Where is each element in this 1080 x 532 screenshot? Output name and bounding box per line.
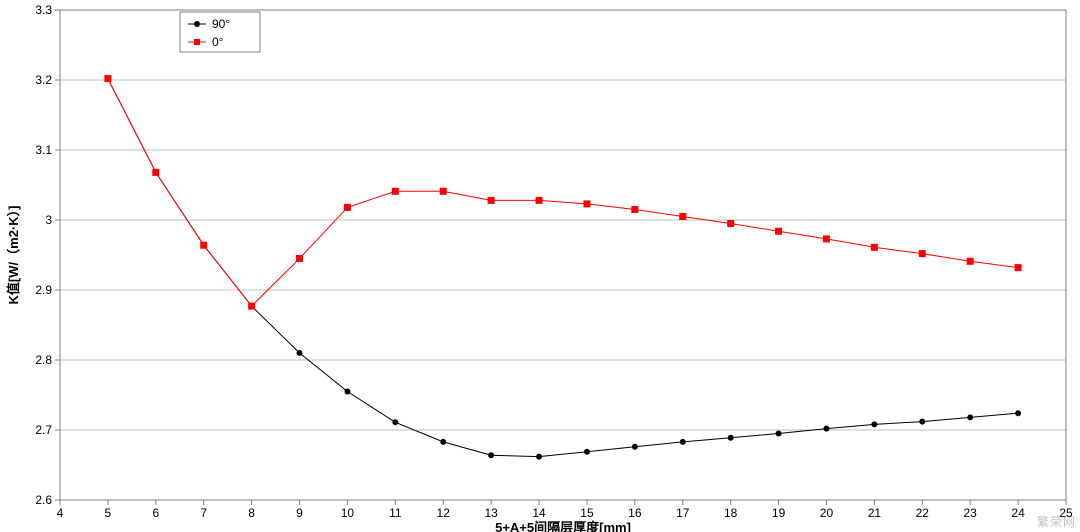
data-point [584, 201, 590, 207]
data-point [537, 454, 542, 459]
svg-text:17: 17 [676, 506, 690, 520]
svg-text:7: 7 [200, 506, 207, 520]
data-point [441, 439, 446, 444]
data-point [680, 214, 686, 220]
data-point [105, 76, 111, 82]
data-point [392, 188, 398, 194]
svg-text:3.3: 3.3 [35, 3, 52, 17]
data-point [632, 207, 638, 213]
svg-text:8: 8 [248, 506, 255, 520]
svg-text:20: 20 [820, 506, 834, 520]
data-point [968, 415, 973, 420]
svg-text:9: 9 [296, 506, 303, 520]
data-point [1016, 411, 1021, 416]
data-point [919, 251, 925, 257]
svg-text:4: 4 [57, 506, 64, 520]
svg-text:24: 24 [1011, 506, 1025, 520]
svg-text:6: 6 [152, 506, 159, 520]
svg-text:23: 23 [964, 506, 978, 520]
svg-text:3: 3 [45, 213, 52, 227]
svg-text:3.2: 3.2 [35, 73, 52, 87]
svg-text:18: 18 [724, 506, 738, 520]
data-point [489, 453, 494, 458]
svg-text:2.9: 2.9 [35, 283, 52, 297]
data-point [584, 449, 589, 454]
data-point [488, 197, 494, 203]
svg-text:13: 13 [484, 506, 498, 520]
data-point [728, 221, 734, 227]
svg-text:21: 21 [868, 506, 882, 520]
svg-text:11: 11 [389, 506, 402, 520]
legend-label: 90° [212, 17, 230, 31]
svg-text:16: 16 [628, 506, 642, 520]
svg-text:10: 10 [341, 506, 355, 520]
data-point [920, 419, 925, 424]
data-point [249, 303, 255, 309]
data-point [153, 169, 159, 175]
svg-text:25: 25 [1059, 506, 1073, 520]
data-point [872, 422, 877, 427]
svg-text:2.6: 2.6 [35, 493, 52, 507]
svg-text:2.7: 2.7 [35, 423, 52, 437]
data-point [728, 435, 733, 440]
x-axis-label: 5+A+5间隔层厚度[mm] [495, 520, 631, 532]
data-point [632, 444, 637, 449]
data-point [201, 242, 207, 248]
legend-label: 0° [212, 35, 224, 49]
data-point [345, 389, 350, 394]
data-point [776, 228, 782, 234]
data-point [680, 439, 685, 444]
data-point [871, 244, 877, 250]
data-point [344, 204, 350, 210]
svg-text:2.8: 2.8 [35, 353, 52, 367]
y-axis-label: K值[W/（m2·K）] [6, 206, 21, 305]
data-point [776, 431, 781, 436]
line-chart: 4 5 6 7 8 9 10 11 12 13 14 15 16 17 18 19 20 21 22 23 24 25 5+… [0, 0, 1080, 532]
data-point [824, 426, 829, 431]
data-point [1015, 265, 1021, 271]
svg-text:12: 12 [437, 506, 451, 520]
svg-text:19: 19 [772, 506, 786, 520]
svg-text:14: 14 [532, 506, 546, 520]
data-point [440, 188, 446, 194]
svg-text:22: 22 [916, 506, 930, 520]
data-point [823, 236, 829, 242]
svg-text:15: 15 [580, 506, 594, 520]
data-point [297, 351, 302, 356]
data-point [297, 256, 303, 262]
data-point [393, 420, 398, 425]
svg-text:3.1: 3.1 [35, 143, 52, 157]
svg-text:5: 5 [105, 506, 112, 520]
data-point [967, 258, 973, 264]
data-point [536, 197, 542, 203]
